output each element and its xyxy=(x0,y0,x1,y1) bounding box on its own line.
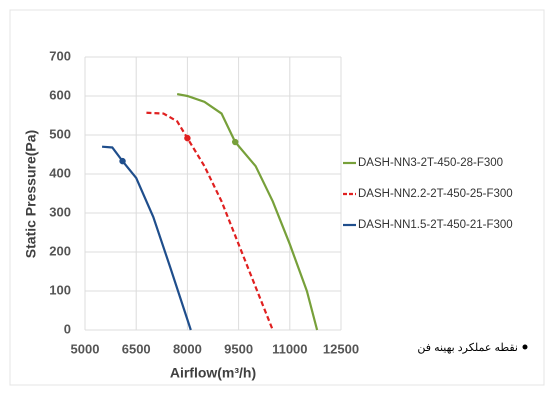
y-tick-label: 300 xyxy=(49,204,71,219)
y-tick-label: 400 xyxy=(49,165,71,180)
operating-point xyxy=(184,134,191,142)
legend-label: DASH-NN1.5-2T-450-21-F300 xyxy=(358,219,513,231)
annotation-bullet xyxy=(522,344,528,350)
y-tick-label: 700 xyxy=(49,48,71,63)
x-tick-label: 5000 xyxy=(71,341,100,356)
legend-label: DASH-NN2.2-2T-450-25-F300 xyxy=(358,188,513,200)
operating-point xyxy=(231,138,239,146)
x-tick-label: 11000 xyxy=(272,341,307,356)
legend-label: DASH-NN3-2T-450-28-F300 xyxy=(358,157,503,169)
x-tick-label: 12500 xyxy=(323,341,359,356)
x-tick-label: 9500 xyxy=(224,341,253,356)
y-tick-label: 200 xyxy=(49,243,71,258)
y-tick-label: 500 xyxy=(49,126,71,141)
chart-frame xyxy=(9,9,545,386)
y-axis-title: Static Pressure(Pa) xyxy=(23,130,39,258)
x-tick-label: 8000 xyxy=(173,341,202,356)
series-line xyxy=(101,145,192,331)
x-axis-title: Airflow(m³/h) xyxy=(170,365,256,381)
x-tick-label: 6500 xyxy=(122,341,151,356)
operating-point xyxy=(119,157,126,165)
series-line xyxy=(146,111,274,331)
y-tick-label: 0 xyxy=(64,321,71,336)
y-tick-label: 100 xyxy=(49,282,71,297)
series-line xyxy=(176,92,319,331)
y-tick-label: 600 xyxy=(49,87,71,102)
annotation: نقطه عملکرد بهینه فن xyxy=(417,342,518,354)
